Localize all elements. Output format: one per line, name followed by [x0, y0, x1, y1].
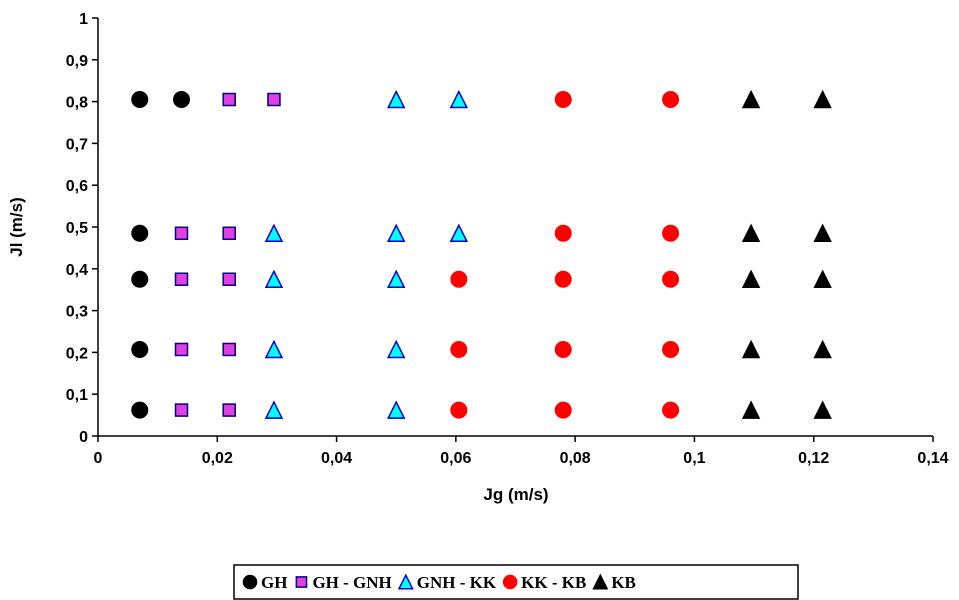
data-point-kk-kb: [450, 270, 468, 288]
y-tick-label: 0,9: [66, 53, 88, 70]
x-tick-label: 0,06: [440, 450, 471, 467]
data-point-kb: [813, 89, 832, 109]
x-tick-label: 0,02: [202, 450, 233, 467]
data-point-gnh-kk: [387, 400, 406, 419]
data-point-kk-kb: [450, 401, 468, 419]
data-point-gh-gnh: [174, 342, 189, 357]
data-point-gh-gnh: [222, 92, 236, 107]
legend-marker-gh: [242, 574, 258, 590]
data-point-kk-kb: [450, 340, 468, 358]
y-axis-title: Jl (m/s): [7, 197, 26, 257]
x-tick-label: 0: [94, 450, 103, 467]
legend-marker-gh-gnh: [295, 576, 308, 588]
y-tick-label: 0,4: [66, 262, 88, 279]
data-point-gh: [131, 224, 149, 242]
data-point-kk-kb: [554, 340, 572, 358]
y-tick-label: 1: [79, 11, 88, 28]
data-point-gnh-kk: [264, 339, 284, 359]
legend-marker-kb: [592, 573, 609, 590]
data-point-kk-kb: [662, 224, 680, 242]
x-tick-label: 0,04: [321, 450, 352, 467]
data-point-kk-kb: [662, 340, 680, 358]
data-point-kb: [741, 89, 761, 109]
data-point-gnh-kk: [387, 269, 406, 288]
data-point-gh: [131, 270, 149, 288]
plot-points: [131, 89, 832, 419]
x-tick-label: 0,08: [560, 450, 591, 467]
data-point-kk-kb: [554, 224, 572, 242]
y-tick-group: 0 0,1 0,2 0,3 0,4 0,5 0,6 0,7 0,8 0,9 1: [66, 11, 98, 446]
x-tick-label: 0,12: [798, 450, 829, 467]
data-point-kb: [813, 269, 832, 288]
data-point-kb: [741, 400, 761, 419]
data-point-gh: [173, 91, 190, 109]
data-point-gh-gnh: [222, 226, 236, 241]
legend-label-gh: GH: [261, 573, 287, 592]
data-point-gh: [131, 91, 149, 109]
legend-label-gnh-kk: GNH - KK: [417, 573, 497, 592]
data-point-gh: [131, 401, 149, 419]
legend-marker-gnh-kk: [397, 573, 414, 590]
data-point-gnh-kk: [387, 89, 406, 109]
y-tick-label: 0,5: [66, 220, 88, 237]
data-point-kb: [741, 269, 761, 288]
data-point-kk-kb: [662, 401, 680, 419]
x-tick-label: 0,1: [683, 450, 705, 467]
y-tick-label: 0,7: [66, 136, 88, 153]
y-tick-label: 0,8: [66, 95, 88, 112]
data-point-kb: [741, 223, 761, 243]
data-point-kb: [813, 223, 832, 243]
y-tick-label: 0,1: [66, 387, 88, 404]
data-point-gnh-kk: [264, 223, 284, 243]
legend-box: [233, 564, 799, 600]
data-point-gh-gnh: [267, 92, 281, 107]
data-point-kk-kb: [662, 270, 680, 288]
y-tick-label: 0,2: [66, 345, 88, 362]
x-axis-title: Jg (m/s): [483, 485, 548, 504]
y-tick-label: 0: [79, 429, 88, 446]
data-point-kk-kb: [554, 401, 572, 419]
legend-label-kb: KB: [611, 573, 636, 592]
data-point-kb: [813, 339, 832, 359]
legend-marker-kk-kb: [502, 574, 518, 590]
x-tick-group: 0 0,02 0,04 0,06 0,08 0,1 0,12 0,14: [94, 436, 949, 467]
data-point-kb: [813, 400, 832, 419]
data-point-kk-kb: [554, 91, 572, 109]
legend-label-kk-kb: KK - KB: [521, 573, 586, 592]
data-point-gnh-kk: [264, 400, 284, 419]
y-tick-label: 0,6: [66, 178, 88, 195]
legend-label-gh-gnh: GH - GNH: [312, 573, 391, 592]
data-point-gnh-kk: [387, 223, 406, 243]
data-point-gh-gnh: [174, 226, 189, 241]
y-tick-label: 0,3: [66, 304, 88, 321]
data-point-gh-gnh: [222, 342, 236, 357]
data-point-kb: [741, 339, 761, 359]
data-point-kk-kb: [554, 270, 572, 288]
data-point-gh-gnh: [222, 403, 236, 417]
data-point-gh-gnh: [174, 403, 189, 417]
data-point-gnh-kk: [387, 339, 406, 359]
data-point-gh-gnh: [222, 272, 236, 286]
data-point-gh-gnh: [174, 272, 189, 286]
legend: GH GH - GNH GNH - KK KK - KB KB: [233, 564, 799, 600]
data-point-gnh-kk: [264, 269, 284, 288]
data-point-kk-kb: [662, 91, 680, 109]
data-point-gnh-kk: [449, 89, 469, 109]
data-point-gnh-kk: [449, 223, 469, 243]
data-point-gh: [131, 340, 149, 358]
x-tick-label: 0,14: [917, 450, 948, 467]
